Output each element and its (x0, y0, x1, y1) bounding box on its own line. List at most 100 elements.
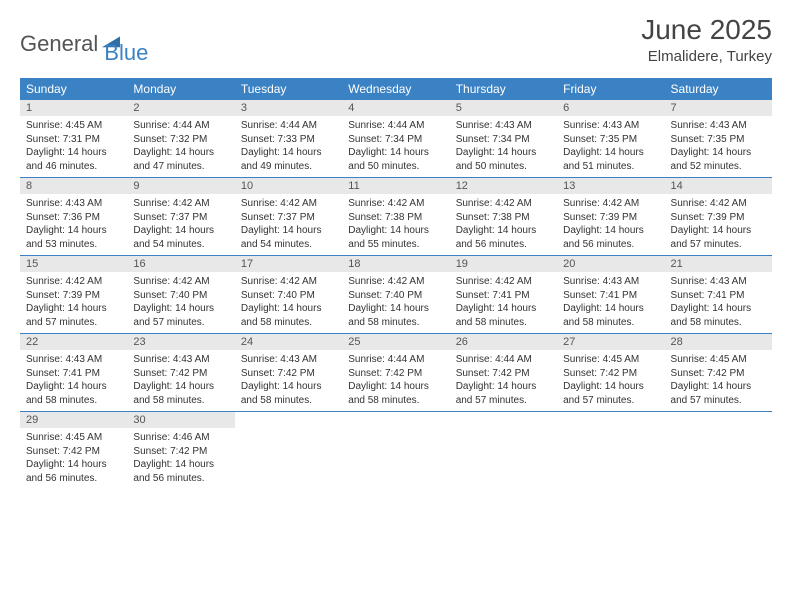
sunset-text: Sunset: 7:39 PM (563, 212, 637, 223)
day-number: 3 (235, 100, 342, 116)
calendar-cell: 4Sunrise: 4:44 AMSunset: 7:34 PMDaylight… (342, 100, 449, 178)
calendar-cell: 1Sunrise: 4:45 AMSunset: 7:31 PMDaylight… (20, 100, 127, 178)
sunrise-text: Sunrise: 4:43 AM (456, 120, 532, 131)
sunset-text: Sunset: 7:40 PM (241, 290, 315, 301)
calendar-cell: 22Sunrise: 4:43 AMSunset: 7:41 PMDayligh… (20, 334, 127, 412)
day-body: Sunrise: 4:43 AMSunset: 7:35 PMDaylight:… (557, 116, 664, 177)
page-title: June 2025 (641, 14, 772, 46)
sunset-text: Sunset: 7:39 PM (671, 212, 745, 223)
calendar-row: 29Sunrise: 4:45 AMSunset: 7:42 PMDayligh… (20, 412, 772, 490)
day-number: 22 (20, 334, 127, 350)
daylight-text: Daylight: 14 hours and 58 minutes. (241, 303, 322, 328)
sunset-text: Sunset: 7:42 PM (671, 368, 745, 379)
sunrise-text: Sunrise: 4:42 AM (241, 276, 317, 287)
daylight-text: Daylight: 14 hours and 57 minutes. (456, 381, 537, 406)
sunrise-text: Sunrise: 4:45 AM (26, 120, 102, 131)
logo: General Blue (20, 22, 148, 66)
day-body: Sunrise: 4:42 AM Sunset: 7:38 PM Daylight:… (342, 194, 449, 255)
calendar-cell: 25Sunrise: 4:44 AMSunset: 7:42 PMDayligh… (342, 334, 449, 412)
day-body: Sunrise: 4:43 AMSunset: 7:41 PMDaylight:… (20, 350, 127, 411)
sunset-text: Sunset: 7:39 PM (26, 290, 100, 301)
calendar-cell: 6Sunrise: 4:43 AMSunset: 7:35 PMDaylight… (557, 100, 664, 178)
day-number: 14 (665, 178, 772, 194)
calendar-cell: .. (665, 412, 772, 490)
sunset-text: Sunset: 7:37 PM (241, 212, 315, 223)
day-number: 27 (557, 334, 664, 350)
sunrise-text: Sunrise: 4:44 AM (133, 120, 209, 131)
calendar-cell: 8Sunrise: 4:43 AMSunset: 7:36 PMDaylight… (20, 178, 127, 256)
daylight-text: Daylight: 14 hours and 58 minutes. (26, 381, 107, 406)
header: General Blue June 2025 Elmalidere, Turke… (20, 14, 772, 66)
calendar-cell: .. (450, 412, 557, 490)
calendar-row: 22Sunrise: 4:43 AMSunset: 7:41 PMDayligh… (20, 334, 772, 412)
day-number: 8 (20, 178, 127, 194)
calendar-cell: 20Sunrise: 4:43 AMSunset: 7:41 PMDayligh… (557, 256, 664, 334)
day-number: 25 (342, 334, 449, 350)
day-body: Sunrise: 4:42 AMSunset: 7:40 PMDaylight:… (342, 272, 449, 333)
col-wednesday: Wednesday (342, 78, 449, 100)
daylight-text: Daylight: 14 hours and 56 minutes. (133, 459, 214, 484)
daylight-text: Daylight: 14 hours and 51 minutes. (563, 147, 644, 172)
day-number: 10 (235, 178, 342, 194)
daylight-text: Daylight: 14 hours and 53 minutes. (26, 225, 107, 250)
day-number: 7 (665, 100, 772, 116)
calendar-cell: .. (235, 412, 342, 490)
sunrise-text: Sunrise: 4:42 AM (456, 198, 532, 209)
sunrise-text: Sunrise: 4:43 AM (133, 354, 209, 365)
day-body: Sunrise: 4:44 AM Sunset: 7:32 PM Daylight:… (127, 116, 234, 177)
col-sunday: Sunday (20, 78, 127, 100)
sunrise-text: Sunrise: 4:44 AM (456, 354, 532, 365)
day-body: Sunrise: 4:44 AM Sunset: 7:42 PM Daylight:… (450, 350, 557, 411)
sunset-text: Sunset: 7:32 PM (133, 134, 207, 145)
daylight-text: Daylight: 14 hours and 56 minutes. (456, 225, 537, 250)
day-body: Sunrise: 4:42 AMSunset: 7:37 PMDaylight:… (235, 194, 342, 255)
sunset-text: Sunset: 7:40 PM (348, 290, 422, 301)
day-number: 6 (557, 100, 664, 116)
sunset-text: Sunset: 7:42 PM (456, 368, 530, 379)
day-number: 24 (235, 334, 342, 350)
sunrise-text: Sunrise: 4:43 AM (563, 120, 639, 131)
sunset-text: Sunset: 7:34 PM (456, 134, 530, 145)
sunset-text: Sunset: 7:41 PM (563, 290, 637, 301)
daylight-text: Daylight: 14 hours and 46 minutes. (26, 147, 107, 172)
title-block: June 2025 Elmalidere, Turkey (641, 14, 772, 65)
daylight-text: Daylight: 14 hours and 47 minutes. (133, 147, 214, 172)
daylight-text: Daylight: 14 hours and 57 minutes. (26, 303, 107, 328)
header-row: Sunday Monday Tuesday Wednesday Thursday… (20, 78, 772, 100)
calendar-row: 15Sunrise: 4:42 AMSunset: 7:39 PMDayligh… (20, 256, 772, 334)
sunrise-text: Sunrise: 4:42 AM (133, 198, 209, 209)
col-friday: Friday (557, 78, 664, 100)
calendar-cell: 12Sunrise: 4:42 AMSunset: 7:38 PMDayligh… (450, 178, 557, 256)
calendar-cell: 19Sunrise: 4:42 AMSunset: 7:41 PMDayligh… (450, 256, 557, 334)
day-number: 18 (342, 256, 449, 272)
daylight-text: Daylight: 14 hours and 57 minutes. (133, 303, 214, 328)
day-body: Sunrise: 4:42 AM Sunset: 7:40 PM Daylight:… (235, 272, 342, 333)
day-body: Sunrise: 4:42 AM Sunset: 7:38 PM Daylight:… (450, 194, 557, 255)
sunrise-text: Sunrise: 4:42 AM (348, 198, 424, 209)
day-body: Sunrise: 4:45 AMSunset: 7:42 PMDaylight:… (665, 350, 772, 411)
calendar-cell: 21Sunrise: 4:43 AMSunset: 7:41 PMDayligh… (665, 256, 772, 334)
day-body: Sunrise: 4:42 AMSunset: 7:39 PMDaylight:… (557, 194, 664, 255)
sunrise-text: Sunrise: 4:45 AM (671, 354, 747, 365)
sunset-text: Sunset: 7:33 PM (241, 134, 315, 145)
daylight-text: Daylight: 14 hours and 55 minutes. (348, 225, 429, 250)
sunset-text: Sunset: 7:38 PM (456, 212, 530, 223)
calendar-cell: 11Sunrise: 4:42 AMSunset: 7:38 PMDayligh… (342, 178, 449, 256)
daylight-text: Daylight: 14 hours and 50 minutes. (348, 147, 429, 172)
calendar-cell: 2Sunrise: 4:44 AMSunset: 7:32 PMDaylight… (127, 100, 234, 178)
daylight-text: Daylight: 14 hours and 58 minutes. (348, 303, 429, 328)
calendar-cell: 13Sunrise: 4:42 AMSunset: 7:39 PMDayligh… (557, 178, 664, 256)
sunrise-text: Sunrise: 4:43 AM (563, 276, 639, 287)
col-monday: Monday (127, 78, 234, 100)
day-body: Sunrise: 4:43 AMSunset: 7:41 PMDaylight:… (557, 272, 664, 333)
logo-text-blue: Blue (104, 40, 148, 66)
sunset-text: Sunset: 7:42 PM (348, 368, 422, 379)
col-tuesday: Tuesday (235, 78, 342, 100)
col-thursday: Thursday (450, 78, 557, 100)
sunrise-text: Sunrise: 4:42 AM (241, 198, 317, 209)
day-body: Sunrise: 4:43 AMSunset: 7:35 PMDaylight:… (665, 116, 772, 177)
sunrise-text: Sunrise: 4:43 AM (671, 120, 747, 131)
sunset-text: Sunset: 7:38 PM (348, 212, 422, 223)
sunrise-text: Sunrise: 4:43 AM (26, 354, 102, 365)
logo-text-general: General (20, 31, 98, 57)
